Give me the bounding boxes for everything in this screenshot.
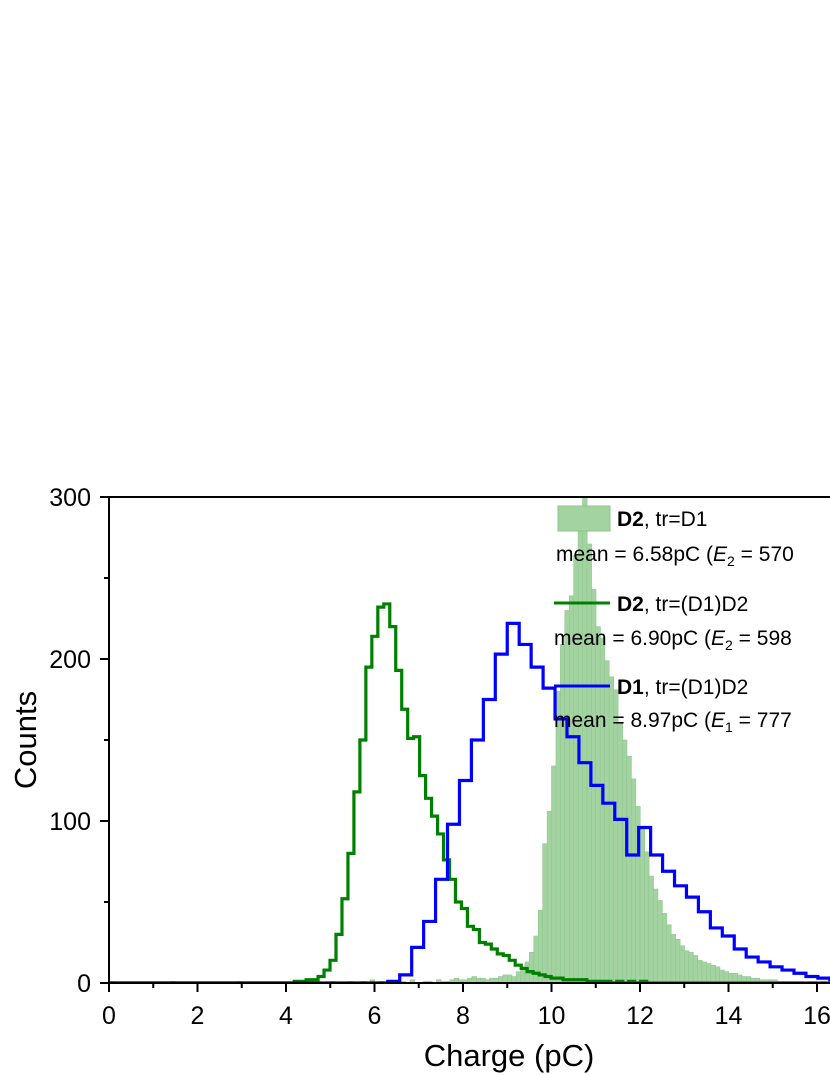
histogram-bar (626, 755, 632, 983)
legend-entry-2-title: D2, tr=(D1)D2 (617, 593, 748, 616)
histogram-bar (723, 971, 730, 983)
histogram-bar (675, 939, 681, 983)
histogram-bar (706, 963, 712, 983)
histogram-bar (582, 497, 588, 983)
y-axis-title: Counts (8, 691, 43, 789)
series-layer (109, 497, 830, 983)
histogram-bar (507, 974, 513, 983)
histogram-bar (617, 723, 623, 983)
histogram-bar (555, 691, 561, 983)
histogram-bar (564, 610, 570, 983)
legend: D2, tr=D1 mean = 6.58pC (E2 = 570 D2, tr… (554, 505, 794, 735)
x-tick-label: 14 (715, 1002, 743, 1030)
legend-entry-1-title: D2, tr=D1 (617, 508, 707, 531)
histogram-bar (568, 595, 575, 983)
x-tick-label: 4 (279, 1002, 293, 1030)
histogram-bar (644, 851, 650, 983)
histogram-bar (714, 966, 721, 983)
legend-entry-2-stats: mean = 6.90pC (E2 = 598 (554, 627, 792, 653)
x-tick-label: 16 (803, 1002, 830, 1030)
legend-entry-1-stats: mean = 6.58pC (E2 = 570 (556, 543, 794, 569)
legend-swatch-d2-tr-d1 (557, 505, 611, 532)
histogram-bar (701, 961, 707, 983)
series-line-d2-tr-d1d2 (109, 602, 830, 983)
histogram-bar (679, 945, 685, 983)
axes (108, 496, 830, 984)
histogram-bar (599, 637, 606, 983)
histogram-bar (529, 951, 535, 983)
x-tick-label: 10 (538, 1002, 566, 1030)
histogram-bar (666, 924, 672, 983)
histogram-bar (657, 900, 663, 983)
histogram-bar (502, 974, 508, 983)
histogram-bar (684, 950, 690, 983)
histogram-bar (515, 971, 522, 983)
y-tick-label: 200 (49, 646, 91, 674)
histogram-bar (595, 626, 601, 983)
legend-entry-3-title: D1, tr=(D1)D2 (617, 676, 748, 699)
histogram-bar (369, 979, 376, 983)
histogram-bar (630, 778, 637, 983)
ticks-layer: 0 2 4 6 8 10 12 14 16 0 100 200 300 (49, 484, 830, 1030)
histogram-bar (710, 964, 716, 983)
x-tick-label: 0 (102, 1002, 116, 1030)
histogram-bar (719, 969, 725, 983)
histogram-bar (661, 913, 668, 983)
y-tick-label: 300 (49, 484, 91, 512)
histogram-bar (542, 843, 548, 983)
histogram-bar (670, 934, 676, 983)
x-tick-label: 2 (191, 1002, 205, 1030)
histogram-bar (560, 644, 566, 983)
histogram-bar (551, 765, 557, 983)
histogram-bar (688, 951, 694, 983)
histogram-bar (622, 739, 628, 983)
histogram-bar (697, 960, 703, 983)
x-tick-label: 8 (456, 1002, 470, 1030)
histogram-bar (648, 875, 654, 983)
x-tick-label: 6 (368, 1002, 382, 1030)
x-axis-title: Charge (pC) (424, 1038, 595, 1073)
histogram-bar (653, 888, 659, 983)
x-tick-label: 12 (626, 1002, 654, 1030)
y-tick-label: 0 (77, 970, 91, 998)
histogram-bar (546, 811, 553, 983)
legend-entry-3-stats: mean = 8.97pC (E1 = 777 (554, 709, 792, 735)
histogram-bar (409, 979, 415, 983)
histogram-bar (692, 955, 699, 983)
histogram-bar (613, 689, 619, 983)
histogram-bar (639, 827, 645, 983)
y-tick-label: 100 (49, 808, 91, 836)
histogram-bar (573, 555, 579, 983)
